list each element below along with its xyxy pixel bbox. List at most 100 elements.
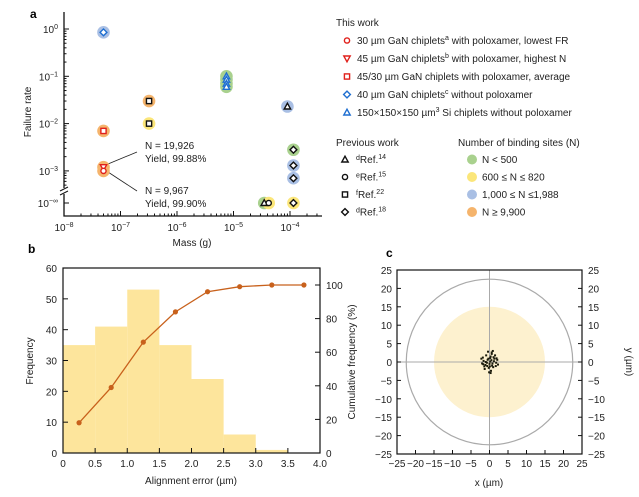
y-tick-label: 100 — [43, 24, 58, 36]
x-tick-label: 15 — [539, 459, 551, 470]
legend-marker — [340, 207, 350, 217]
y2-tick-label: 40 — [326, 382, 338, 393]
y-tick-label: 50 — [46, 295, 58, 306]
y-tick-label-right: −10 — [588, 395, 605, 406]
x-tick-label-exp: −5 — [235, 222, 243, 229]
y-tick-label-right: 5 — [588, 340, 594, 351]
x-tick-label: 0 — [60, 459, 66, 470]
y2-tick-label: 100 — [326, 281, 343, 292]
histogram-bar — [127, 289, 160, 453]
legend-item-label: dRef.18 — [356, 207, 386, 219]
legend-item-sup: b — [445, 53, 449, 60]
data-point — [289, 173, 298, 183]
legend-marker — [343, 73, 351, 80]
alignment-point — [494, 365, 497, 368]
cumulative-point — [172, 309, 179, 315]
legend-marker — [343, 37, 351, 44]
data-point — [99, 163, 108, 172]
histogram-bar — [63, 345, 96, 453]
legend-item-label: 30 µm GaN chipletsa with poloxamer, lowe… — [357, 35, 568, 47]
cumulative-point — [237, 284, 243, 290]
x-tick-label: 3.0 — [249, 459, 263, 470]
x-axis-label: Alignment error (µm) — [145, 476, 237, 487]
x-tick-label: 10−7 — [111, 222, 130, 234]
legend-item-label: 150×150×150 µm3 Si chiplets without polo… — [357, 107, 572, 119]
legend-marker — [342, 107, 352, 116]
x-tick-label-base: 10 — [224, 223, 236, 234]
alignment-point — [491, 349, 494, 352]
alignment-point — [483, 365, 486, 368]
axis-break — [59, 186, 69, 192]
x-tick-label: −25 — [389, 459, 406, 470]
y-tick-label-base: 10 — [39, 72, 51, 83]
data-point — [265, 199, 273, 207]
alignment-point — [484, 361, 487, 363]
alignment-point — [489, 372, 492, 375]
alignment-point — [494, 354, 497, 357]
alignment-point — [480, 357, 483, 360]
legend-item-text: Ref. — [358, 190, 376, 201]
legend-title-this-work: This work — [336, 18, 380, 29]
y-tick-label-exp: −2 — [50, 119, 58, 126]
x-tick-label: 10−8 — [54, 222, 73, 234]
panel-a-chart: 10−8 10−7 10−6 10−5 10−410010−110−210−310−∞M… — [23, 12, 322, 249]
y2-tick-label: 60 — [326, 348, 338, 359]
y-tick-label-exp: −3 — [50, 166, 58, 173]
legend-marker — [341, 191, 349, 198]
alignment-point — [492, 356, 495, 359]
x-tick-label: −20 — [407, 459, 424, 470]
alignment-point — [482, 359, 485, 362]
x-tick-label: 0.5 — [88, 459, 102, 470]
legend-item-text: 30 µm GaN chiplets — [357, 36, 445, 47]
x-tick-label: 25 — [576, 459, 588, 470]
y2-tick-label: 0 — [326, 449, 332, 460]
legend-item-sup: c — [445, 89, 449, 96]
alignment-point — [483, 367, 486, 370]
legend-item-sup: f — [356, 190, 358, 197]
histogram-bar — [255, 449, 288, 453]
panel-c-chart: Cumulative frequency (%)−25 −20 −15 −10 −5 0 5… — [347, 266, 634, 489]
data-point — [100, 167, 107, 175]
legend-item-sup: e — [356, 173, 360, 180]
y2-tick-label: 20 — [326, 415, 338, 426]
legend-item-text: Si chiplets without poloxamer — [440, 108, 573, 119]
alignment-point — [488, 362, 491, 365]
cumulative-line — [78, 284, 304, 424]
y-tick-label-base: 10 — [39, 120, 51, 131]
alignment-point — [482, 363, 485, 366]
x-tick-label-base: 10 — [54, 223, 66, 234]
y-tick-label-left: −5 — [381, 376, 393, 387]
legend-item-ref: 22 — [376, 189, 384, 196]
data-point — [145, 120, 153, 127]
x-tick-label: 20 — [558, 459, 570, 470]
y-tick-label: 30 — [46, 357, 58, 368]
x-tick-label-base: 10 — [167, 223, 179, 234]
y-tick-label-left: 15 — [381, 303, 393, 314]
data-point — [100, 127, 107, 135]
x-tick-label: 2.5 — [217, 459, 231, 470]
x-tick-label: 1.5 — [152, 459, 166, 470]
y-tick-label: 10−2 — [39, 119, 58, 131]
panel-label-a: a — [30, 7, 37, 21]
panel-label-b: b — [28, 242, 35, 256]
y-tick-label-exp: −1 — [50, 71, 58, 78]
y-tick-label-left: −20 — [375, 432, 392, 443]
legend-item-label: N ≥ 9,900 — [482, 208, 526, 219]
y-tick-label-right: 25 — [588, 266, 600, 277]
alignment-point — [491, 364, 494, 367]
cumulative-point — [108, 384, 114, 391]
legend-marker — [341, 173, 349, 181]
x-axis-label: x (µm) — [475, 478, 504, 489]
y2-tick-label: 80 — [326, 315, 338, 326]
cumulative-point — [76, 420, 82, 426]
x-tick-label: 10−4 — [280, 222, 299, 234]
legend-swatch — [467, 154, 477, 165]
legend-item-text: 45 µm GaN chiplets — [357, 54, 445, 65]
data-point — [289, 145, 298, 155]
y-tick-label: 0 — [51, 449, 57, 460]
legend-item-label: N < 500 — [482, 155, 518, 166]
y-tick-label-exp: −∞ — [49, 198, 58, 205]
alignment-point — [487, 350, 490, 353]
legend-item-text: 150×150×150 µm — [357, 108, 436, 119]
data-point — [145, 97, 153, 105]
